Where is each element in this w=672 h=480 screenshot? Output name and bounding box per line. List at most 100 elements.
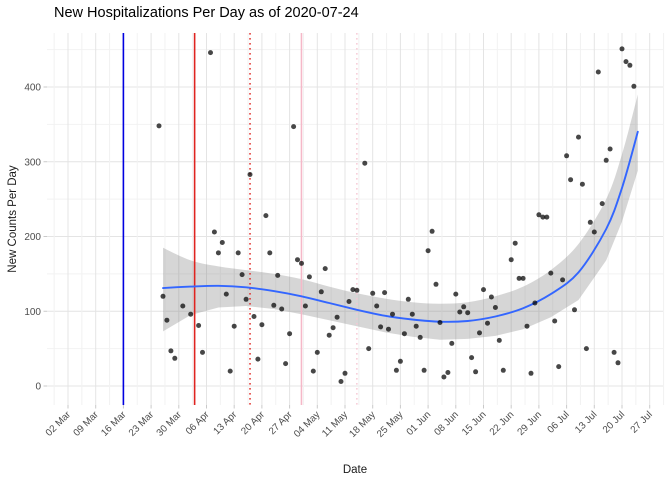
chart-title: New Hospitalizations Per Day as of 2020-…: [54, 5, 359, 21]
data-point: [548, 270, 554, 276]
data-point: [164, 317, 170, 323]
data-point: [508, 257, 514, 263]
data-point: [536, 212, 542, 218]
data-point: [397, 358, 403, 364]
data-point: [211, 229, 217, 235]
data-point: [445, 370, 451, 375]
data-point: [591, 229, 597, 235]
data-point: [156, 123, 162, 129]
data-point: [160, 293, 166, 299]
data-point: [492, 305, 498, 310]
x-tick-label: 30 Mar: [155, 409, 185, 439]
x-tick-label: 13 Jul: [573, 409, 599, 435]
data-point: [219, 240, 225, 245]
x-tick-label: 27 Apr: [267, 409, 295, 437]
data-point: [409, 311, 415, 317]
data-point: [524, 323, 530, 329]
data-point: [180, 303, 186, 309]
data-point: [267, 250, 273, 256]
data-point: [302, 303, 308, 309]
x-tick-label: 08 Jun: [432, 409, 461, 438]
data-point: [429, 228, 435, 234]
data-point: [560, 277, 566, 283]
data-point: [496, 337, 502, 343]
data-point: [469, 355, 475, 361]
x-tick-label: 16 Mar: [99, 409, 129, 439]
data-point: [255, 356, 261, 362]
data-point: [532, 300, 538, 306]
data-point: [239, 272, 245, 278]
confidence-band: [163, 94, 638, 340]
data-point: [556, 364, 562, 370]
data-point: [346, 299, 352, 304]
data-point: [330, 325, 336, 331]
data-point: [441, 374, 447, 380]
data-point: [378, 324, 384, 330]
data-point: [401, 331, 407, 337]
data-point: [520, 275, 526, 281]
x-tick-label: 01 Jun: [405, 409, 434, 438]
data-point: [516, 275, 522, 281]
data-point: [275, 272, 281, 278]
data-point: [382, 290, 388, 296]
data-point: [627, 62, 633, 68]
x-tick-label: 22 Jun: [488, 409, 517, 438]
data-point: [461, 304, 467, 310]
data-point: [544, 214, 550, 220]
data-point: [449, 340, 455, 346]
data-point: [168, 348, 174, 354]
data-point: [243, 296, 249, 302]
data-point: [433, 281, 439, 287]
data-point: [631, 83, 637, 89]
data-point: [227, 368, 233, 374]
x-tick-label: 09 Mar: [71, 409, 101, 439]
data-point: [421, 367, 427, 373]
data-point: [552, 318, 558, 324]
data-point: [366, 346, 372, 352]
data-point: [306, 274, 312, 280]
y-tick-label: 400: [24, 83, 41, 94]
data-point: [231, 323, 237, 329]
x-tick-label: 18 May: [347, 409, 378, 440]
data-point: [488, 294, 494, 300]
data-point: [579, 181, 585, 187]
x-tick-label: 20 Apr: [239, 409, 267, 437]
data-point: [310, 368, 316, 374]
data-point: [457, 309, 463, 315]
data-point: [263, 213, 269, 219]
data-point: [279, 306, 285, 312]
data-point: [615, 360, 621, 366]
data-point: [247, 172, 253, 177]
data-point: [465, 310, 471, 316]
x-tick-label: 11 May: [320, 409, 350, 439]
data-point: [370, 290, 376, 296]
data-point: [322, 266, 328, 272]
data-point: [271, 302, 277, 308]
x-tick-label: 06 Apr: [184, 409, 212, 437]
data-point: [342, 370, 348, 376]
data-point: [587, 219, 593, 225]
data-point: [583, 346, 589, 352]
data-point: [540, 214, 546, 220]
x-tick-label: 25 May: [375, 409, 406, 440]
loess-smooth-line: [162, 130, 639, 323]
data-point: [481, 287, 486, 293]
x-tick-label: 13 Apr: [212, 409, 240, 437]
data-point: [564, 153, 570, 159]
data-point: [283, 361, 289, 367]
data-point: [326, 332, 332, 338]
data-point: [299, 260, 304, 266]
data-point: [251, 314, 257, 319]
data-point: [350, 287, 356, 293]
data-point: [287, 331, 293, 337]
data-point: [318, 289, 324, 295]
data-point: [453, 291, 459, 297]
data-point: [413, 323, 419, 329]
data-point: [386, 326, 391, 332]
data-point: [235, 250, 241, 256]
data-point: [215, 250, 221, 256]
y-tick-label: 300: [24, 157, 41, 168]
data-point: [374, 303, 380, 309]
